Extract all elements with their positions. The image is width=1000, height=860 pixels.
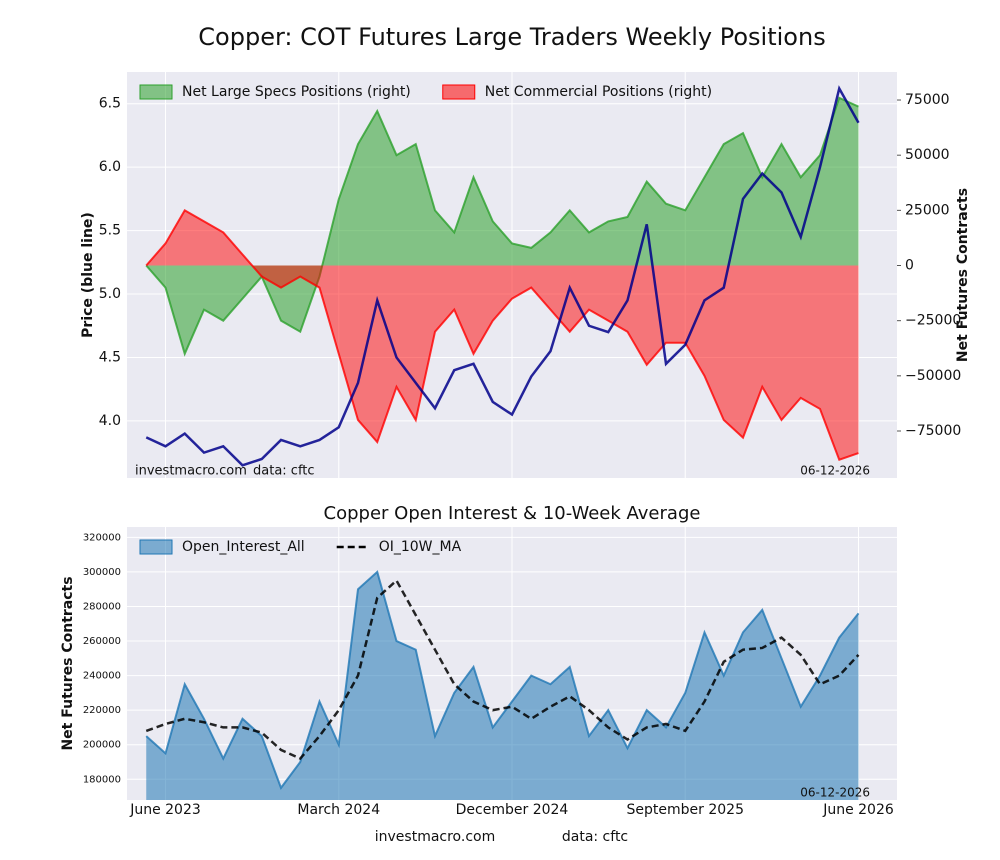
area-fill [146, 571, 859, 800]
x-tick-label: March 2024 [297, 802, 380, 818]
y-tick-label: 6.0 [99, 159, 121, 175]
y2-tick-label: 25000 [905, 202, 950, 218]
x-tick-label: June 2023 [129, 802, 201, 818]
y-tick-label: 6.5 [99, 96, 121, 112]
x-tick-label: June 2026 [822, 802, 894, 818]
y2-tick-label: 0 [905, 258, 914, 274]
y-tick-label: 5.5 [99, 223, 121, 239]
x-tick-label: December 2024 [456, 802, 569, 818]
legend-label: Open_Interest_All [182, 539, 305, 555]
legend-swatch [442, 84, 476, 100]
y-tick-label: 320000 [83, 532, 121, 543]
legend-label: Net Large Specs Positions (right) [182, 84, 411, 100]
plot-layer [145, 85, 860, 467]
legend-swatch [139, 84, 173, 100]
date-label: 06-12-2026 [800, 786, 870, 800]
subtitle: Copper Open Interest & 10-Week Average [324, 503, 701, 524]
title: Copper: COT Futures Large Traders Weekly… [198, 23, 825, 51]
area-fill [146, 210, 859, 460]
x-tick-label: September 2025 [627, 802, 744, 818]
plot-layer [145, 570, 860, 800]
y2-axis-label: Net Futures Contracts [955, 188, 971, 362]
legend-label: OI_10W_MA [379, 539, 462, 555]
y2-tick-label: 75000 [905, 92, 950, 108]
y-tick-label: 200000 [83, 740, 121, 751]
area-line [145, 208, 859, 461]
y-tick-label: 5.0 [99, 286, 121, 302]
y-tick-label: 4.5 [99, 349, 121, 365]
y2-tick-label: −25000 [905, 313, 961, 329]
date-label: 06-12-2026 [800, 464, 870, 478]
y-tick-label: 4.0 [99, 413, 121, 429]
y-tick-label: 180000 [83, 774, 121, 785]
y-axis-label: Price (blue line) [80, 212, 96, 338]
y-axis-label: Net Futures Contracts [60, 576, 76, 750]
footer-site: investmacro.com [375, 829, 495, 845]
legend-label: Net Commercial Positions (right) [485, 84, 712, 100]
line [145, 85, 860, 467]
watermark-source: data: cftc [253, 464, 315, 479]
y-tick-label: 260000 [83, 636, 121, 647]
y-tick-label: 280000 [83, 601, 121, 612]
y2-tick-label: −50000 [905, 368, 961, 384]
area-line [145, 570, 860, 790]
y-tick-label: 240000 [83, 671, 121, 682]
watermark: investmacro.com [135, 464, 247, 479]
y2-tick-label: 50000 [905, 147, 950, 163]
y2-tick-label: −75000 [905, 423, 961, 439]
footer-source: data: cftc [562, 829, 628, 845]
y-tick-label: 220000 [83, 705, 121, 716]
area-line [145, 96, 859, 357]
line [145, 578, 860, 761]
legend-swatch [139, 539, 173, 555]
y-tick-label: 300000 [83, 567, 121, 578]
area-fill [146, 97, 859, 354]
